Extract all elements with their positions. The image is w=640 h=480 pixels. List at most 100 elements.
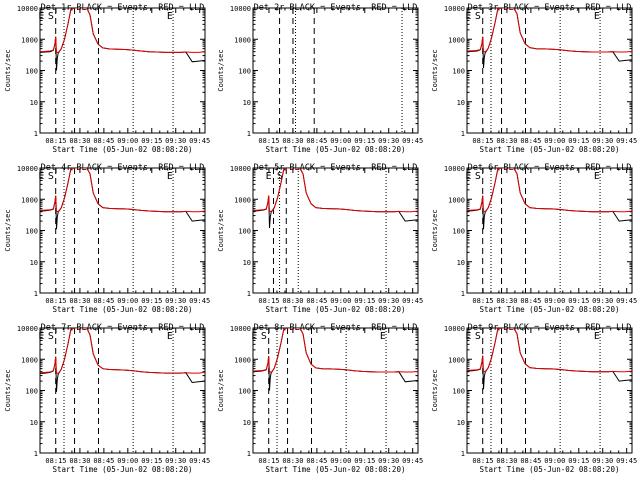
y-tick-label: 1 [34,290,38,298]
y-tick-label: 10000 [444,325,465,333]
y-tick-label: 1 [461,450,465,458]
plot-frame [466,327,633,454]
y-tick-label: 1000 [234,196,251,204]
lld-series-line [253,328,418,374]
y-axis-label: Counts/sec [431,209,439,251]
lld-series-line [467,8,632,53]
data-traces [40,168,205,230]
x-tick-label: 08:15 [258,297,279,305]
x-tick-label: 08:15 [472,457,493,465]
x-axis-label: Start Time (05-Jun-02 08:08:20) [266,465,406,474]
detector-panel-1: Det 1r BLACK = Events, RED = LLD 1 10 100 10… [4,3,210,154]
plot-frame [252,167,419,294]
y-tick-label: 1 [247,450,251,458]
annotation-e: E [594,331,600,342]
plot-frame [252,7,419,134]
annotation-s: S [48,331,54,342]
events-series-line [467,168,632,230]
y-tick-label: 1 [34,450,38,458]
y-tick-label: 10 [457,259,465,267]
data-traces [253,168,418,229]
marker-lines [482,328,601,453]
annotation-e: E [266,171,272,182]
y-tick-label: 10000 [444,5,465,13]
x-tick-label: 09:30 [378,137,399,145]
x-tick-label: 08:30 [496,297,517,305]
x-tick-label: 09:00 [330,297,351,305]
x-tick-label: 09:15 [568,457,589,465]
panel-title: Det 4r BLACK = Events, RED = LLD [41,163,205,173]
x-tick-label: 08:15 [258,137,279,145]
x-tick-label: 09:15 [354,457,375,465]
panel-title: Det 1r BLACK = Events, RED = LLD [41,3,205,13]
lld-series-line [253,168,418,213]
plot-frame [466,7,633,134]
panel-title: Det 2r BLACK = Events, RED = LLD [254,3,418,13]
annotation-e: E [38,331,44,342]
x-tick-label: 08:45 [520,297,541,305]
events-series-line [253,328,418,391]
y-axis-label: Counts/sec [4,49,12,91]
x-tick-label: 09:45 [616,297,637,305]
annotation-e: E [380,331,386,342]
x-tick-label: 08:15 [45,137,66,145]
x-axis-label: Start Time (05-Jun-02 08:08:20) [480,305,620,314]
marker-lines [279,8,403,133]
x-tick-label: 08:15 [258,457,279,465]
y-tick-label: 10000 [230,5,251,13]
y-tick-label: 1000 [448,356,465,364]
x-tick-label: 08:45 [306,457,327,465]
y-tick-label: 100 [25,228,38,236]
x-tick-label: 08:30 [282,137,303,145]
y-axis-label: Counts/sec [217,49,225,91]
x-tick-label: 08:45 [93,137,114,145]
panel-title: Det 3r BLACK = Events, RED = LLD [468,3,632,13]
data-traces [40,328,205,392]
x-tick-label: 09:30 [592,137,613,145]
marker-lines [272,168,387,293]
annotation-e: E [251,331,257,342]
detector-panel-6: Det 6r BLACK = Events, RED = LLD 1 10 100 10… [431,163,637,314]
annotation-e: E [38,171,44,182]
x-tick-label: 08:30 [69,457,90,465]
x-tick-label: 08:45 [520,137,541,145]
detector-panel-3: Det 3r BLACK = Events, RED = LLD 1 10 100 10… [431,3,637,154]
events-series-line [40,328,205,392]
x-tick-label: 08:30 [282,297,303,305]
x-tick-label: 08:45 [93,297,114,305]
x-tick-label: 09:45 [616,457,637,465]
annotation-s: S [48,11,54,22]
x-tick-label: 09:00 [330,457,351,465]
x-tick-label: 08:30 [69,297,90,305]
annotation-e: E [465,171,471,182]
data-traces [40,8,205,71]
plot-frame [39,167,206,294]
marker-lines [55,8,174,133]
x-axis-label: Start Time (05-Jun-02 08:08:20) [53,145,193,154]
x-tick-label: 09:15 [141,457,162,465]
x-tick-label: 08:45 [93,457,114,465]
x-tick-label: 09:15 [141,297,162,305]
marker-lines [268,328,387,453]
annotation-e: E [38,11,44,22]
x-tick-label: 09:45 [402,137,423,145]
x-tick-label: 08:15 [472,297,493,305]
y-tick-label: 10 [243,419,251,427]
y-tick-label: 1000 [448,196,465,204]
annotation-s: S [277,171,283,182]
x-tick-label: 08:30 [496,137,517,145]
marker-lines [55,168,174,293]
y-tick-label: 1000 [234,36,251,44]
annotation-e: E [594,171,600,182]
x-tick-label: 09:00 [544,457,565,465]
y-tick-label: 1 [461,130,465,138]
x-tick-label: 09:30 [165,457,186,465]
annotation-e: E [465,11,471,22]
x-axis-label: Start Time (05-Jun-02 08:08:20) [480,465,620,474]
x-tick-label: 09:45 [402,297,423,305]
lld-series-line [467,328,632,373]
y-tick-label: 10000 [17,5,38,13]
detector-panel-4: Det 4r BLACK = Events, RED = LLD 1 10 100 10… [4,163,210,314]
plot-frame [39,7,206,134]
